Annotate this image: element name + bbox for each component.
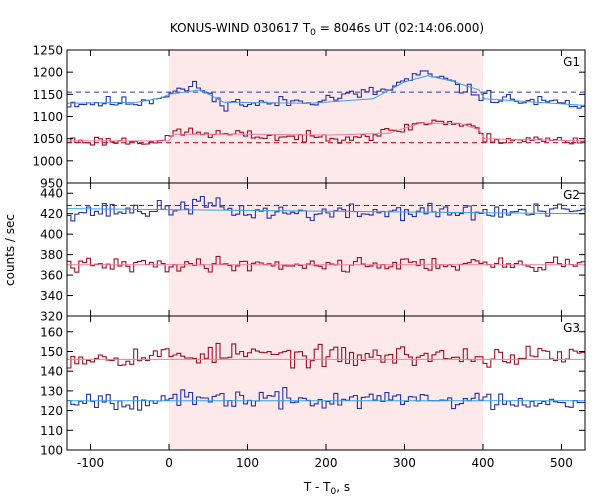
x-tick-label: 0 <box>165 456 173 470</box>
panel-g3: 100 110 120 130 140 150 160 -100 0 100 200 300 400 50… <box>40 315 586 470</box>
y-tick-label: 120 <box>40 404 63 418</box>
x-tick-label: 300 <box>393 456 416 470</box>
y-tick-label: 400 <box>40 228 63 242</box>
y-tick-label: 1150 <box>32 88 63 102</box>
fit-curve-red_fit <box>67 122 585 142</box>
chart-title-tail: = 8046s UT (02:14:06.000) <box>316 21 484 35</box>
y-tick-label: 380 <box>40 248 63 262</box>
y-tick-label: 950 <box>40 177 63 191</box>
y-tick-label: 110 <box>40 424 63 438</box>
series-blue-histogram <box>67 195 585 222</box>
y-tick-label: 320 <box>40 310 63 324</box>
y-tick-label: 1000 <box>32 154 63 168</box>
series-red-histogram <box>67 255 585 273</box>
x-tick-label: 500 <box>550 456 573 470</box>
y-tick-label: 340 <box>40 289 63 303</box>
y-tick-label: 130 <box>40 384 63 398</box>
series-red-histogram <box>67 342 585 369</box>
fit-curve-blue_fit <box>67 75 585 106</box>
y-tick-label: 160 <box>40 325 63 339</box>
x-axis-label: T - T0, s <box>303 480 350 497</box>
y-tick-label: 1250 <box>32 44 63 58</box>
y-tick-label: 1050 <box>32 132 63 146</box>
plot-panels: 950100010501100115012001250G132034036038… <box>32 44 586 470</box>
y-tick-label: 360 <box>40 269 63 283</box>
x-tick-label: 400 <box>472 456 495 470</box>
series-blue-histogram <box>67 70 585 112</box>
x-axis-label-subscript: 0 <box>331 487 337 497</box>
fit-curve-blue_fit <box>67 208 585 215</box>
highlight-interval <box>169 50 483 450</box>
y-tick-label: 140 <box>40 365 63 379</box>
y-tick-label: 440 <box>40 187 63 201</box>
x-tick-label: 200 <box>315 456 338 470</box>
panel-g2: 320 340 360 380 400 420 440 G2 <box>40 182 586 324</box>
chart-title-subscript: 0 <box>310 28 316 38</box>
y-tick-label: 150 <box>40 345 63 359</box>
panel-label: G1 <box>563 55 580 69</box>
panel-label: G2 <box>563 188 580 202</box>
series-blue-histogram <box>67 387 585 411</box>
panel-label: G3 <box>563 321 580 335</box>
x-tick-label: 100 <box>236 456 259 470</box>
panel-g1: 950 1000 1050 1100 1150 1200 1250 G1 <box>32 44 586 191</box>
y-axis-label: counts / sec <box>3 214 17 286</box>
chart-title: KONUS-WIND 030617 T0 = 8046s UT (02:14:0… <box>170 21 484 38</box>
y-tick-label: 1100 <box>32 110 63 124</box>
y-tick-label: 1200 <box>32 66 63 80</box>
x-tick-label: -100 <box>77 456 104 470</box>
y-tick-label: 100 <box>40 444 63 458</box>
x-axis-label-tail: , s <box>336 480 350 494</box>
y-tick-label: 420 <box>40 207 63 221</box>
series-red-histogram <box>67 119 585 146</box>
